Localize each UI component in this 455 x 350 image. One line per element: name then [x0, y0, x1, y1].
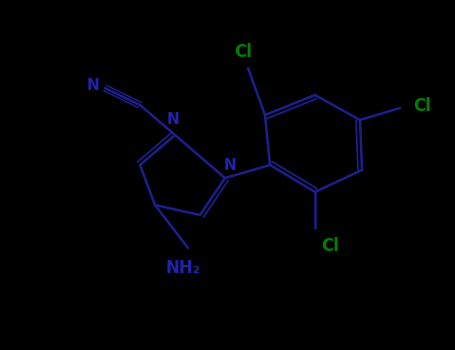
Text: N: N	[167, 112, 179, 126]
Text: Cl: Cl	[234, 43, 252, 61]
Text: N: N	[86, 78, 99, 93]
Text: Cl: Cl	[321, 237, 339, 255]
Text: NH₂: NH₂	[166, 259, 201, 277]
Text: N: N	[223, 159, 237, 174]
Text: Cl: Cl	[413, 97, 431, 115]
